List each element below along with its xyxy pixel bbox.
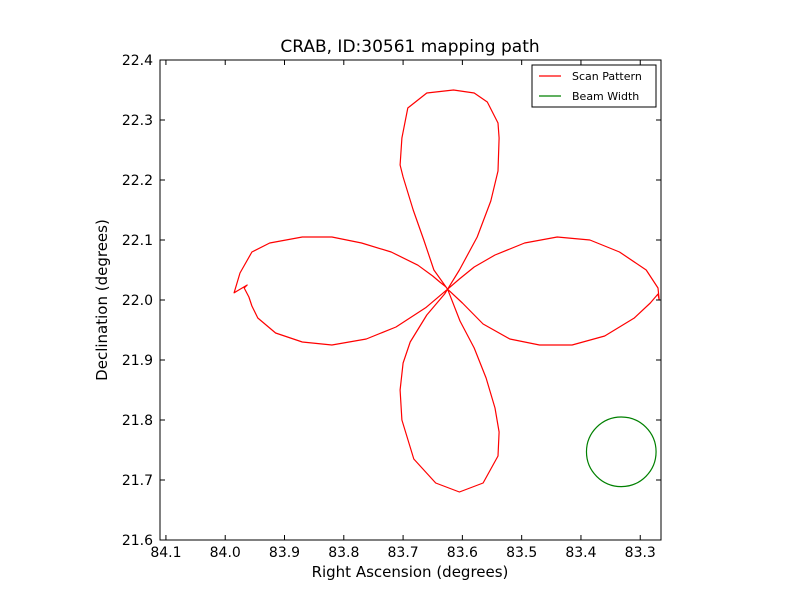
axis-ticks (160, 59, 661, 541)
y-tick-label: 21.9 (122, 353, 153, 369)
legend-box (531, 64, 657, 108)
x-tick-label: 83.8 (328, 545, 359, 561)
x-tick-label: 83.4 (565, 545, 596, 561)
series-beam-width-circle (585, 416, 657, 488)
y-axis-label: Declination (degrees) (93, 219, 111, 381)
x-tick-label: 84.0 (210, 545, 241, 561)
chart-title: CRAB, ID:30561 mapping path (280, 37, 539, 57)
y-tick-label: 21.8 (122, 413, 153, 429)
y-tick-label: 22.1 (122, 233, 153, 249)
x-tick-label: 83.6 (447, 545, 478, 561)
x-tick-label: 83.5 (506, 545, 537, 561)
x-tick-label: 83.9 (269, 545, 300, 561)
legend-label-scan-pattern: Scan Pattern (572, 70, 642, 83)
axis-tick-labels: 84.1 84.0 83.9 83.8 83.7 83.6 83.5 83.4 83.3 21.6… (122, 53, 656, 561)
y-tick-label: 22.2 (122, 173, 153, 189)
x-tick-label: 83.3 (625, 545, 656, 561)
x-tick-label: 84.1 (150, 545, 181, 561)
y-tick-label: 22.3 (122, 113, 153, 129)
legend-label-beam-width: Beam Width (572, 90, 639, 103)
x-tick-label: 83.7 (388, 545, 419, 561)
y-tick-label: 21.6 (122, 533, 153, 549)
legend: Scan Pattern Beam Width (531, 64, 657, 108)
series-scan-pattern-line (233, 89, 660, 493)
y-tick-label: 21.7 (122, 473, 153, 489)
y-tick-label: 22.4 (122, 53, 153, 69)
y-tick-label: 22.0 (122, 293, 153, 309)
x-axis-label: Right Ascension (degrees) (312, 563, 509, 581)
